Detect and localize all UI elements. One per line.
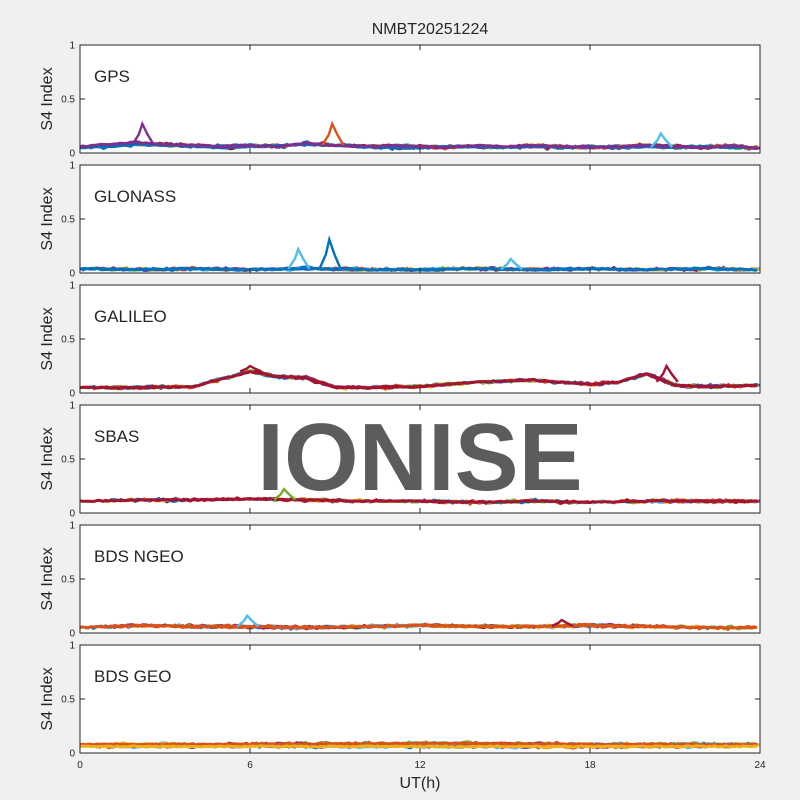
y-tick-label: 0.5 — [61, 455, 75, 466]
y-tick-label: 0 — [69, 509, 75, 520]
data-peak-1 — [318, 235, 342, 270]
data-series-0 — [80, 623, 758, 630]
panel-bds-geo: 0 6 12 18 24 0 0.5 1 S4 Index BDS GEO — [39, 641, 766, 772]
data-peak-0 — [239, 364, 262, 373]
x-tick-label: 12 — [414, 760, 426, 771]
data-peak-1 — [655, 363, 679, 383]
data-peak-2 — [500, 257, 523, 271]
data-series-0 — [80, 266, 758, 272]
y-tick-label: 0.5 — [61, 695, 75, 706]
y-tick-label: 1 — [69, 281, 75, 292]
x-tick-label: 18 — [584, 760, 596, 771]
data-peak-2 — [650, 131, 674, 148]
y-tick-label: 1 — [69, 641, 75, 652]
data-layer — [80, 235, 760, 272]
y-axis-label: S4 Index — [39, 307, 56, 370]
panel-label: SBAS — [94, 427, 139, 446]
axes-background — [80, 45, 760, 153]
panel-label: GPS — [94, 67, 130, 86]
axes-background — [80, 405, 760, 513]
y-tick-label: 1 — [69, 41, 75, 52]
panel-gps: 0 0.5 1 S4 Index GPS — [39, 41, 761, 160]
x-tick-label: 6 — [247, 760, 253, 771]
data-peak-0 — [287, 246, 311, 270]
data-peak-1 — [551, 618, 574, 628]
panel-glonass: 0 0.5 1 S4 Index GLONASS — [39, 161, 761, 280]
figure-title: NMBT20251224 — [372, 21, 489, 38]
data-series-1 — [80, 140, 758, 150]
panel-label: GALILEO — [94, 307, 167, 326]
watermark: IONISE — [257, 404, 582, 511]
panel-label: GLONASS — [94, 187, 176, 206]
x-tick-label: 24 — [754, 760, 766, 771]
y-tick-label: 0 — [69, 149, 75, 160]
y-tick-label: 0.5 — [61, 215, 75, 226]
x-tick-label: 0 — [77, 760, 83, 771]
panel-galileo: 0 0.5 1 S4 Index GALILEO — [39, 281, 761, 400]
axes-background — [80, 645, 760, 753]
y-axis-label: S4 Index — [39, 667, 56, 730]
panel-label: BDS NGEO — [94, 547, 184, 566]
y-tick-label: 0.5 — [61, 335, 75, 346]
data-series-0 — [80, 370, 758, 390]
data-peak-0 — [273, 487, 297, 501]
y-axis-label: S4 Index — [39, 547, 56, 610]
y-tick-label: 0.5 — [61, 95, 75, 106]
data-layer — [80, 120, 760, 151]
data-layer — [80, 487, 760, 506]
y-tick-label: 0.5 — [61, 575, 75, 586]
data-layer — [80, 740, 760, 750]
y-axis-label: S4 Index — [39, 427, 56, 490]
data-layer — [80, 613, 758, 631]
data-series-0 — [80, 497, 758, 505]
panel-sbas: 0 0.5 1 S4 Index SBAS — [39, 401, 761, 520]
y-axis-label: S4 Index — [39, 187, 56, 250]
y-tick-label: 1 — [69, 401, 75, 412]
panels: 0 0.5 1 S4 Index GPS 0 0.5 1 S4 Index GLONASS 0 0.5… — [39, 41, 766, 772]
data-layer — [80, 363, 760, 391]
y-tick-label: 1 — [69, 521, 75, 532]
y-tick-label: 0 — [69, 389, 75, 400]
data-series-0 — [80, 741, 758, 747]
data-peak-0 — [236, 613, 260, 628]
data-peak-1 — [321, 120, 345, 146]
y-tick-label: 1 — [69, 161, 75, 172]
data-peak-0 — [131, 120, 155, 146]
y-tick-label: 0 — [69, 269, 75, 280]
panel-bds-ngeo: 0 0.5 1 S4 Index BDS NGEO — [39, 521, 761, 640]
y-tick-label: 0 — [69, 749, 75, 760]
y-axis-label: S4 Index — [39, 67, 56, 130]
axes-background — [80, 165, 760, 273]
panel-label: BDS GEO — [94, 667, 171, 686]
y-tick-label: 0 — [69, 629, 75, 640]
axes-background — [80, 525, 760, 633]
x-axis-label: UT(h) — [400, 775, 441, 792]
data-series-1 — [80, 744, 758, 749]
